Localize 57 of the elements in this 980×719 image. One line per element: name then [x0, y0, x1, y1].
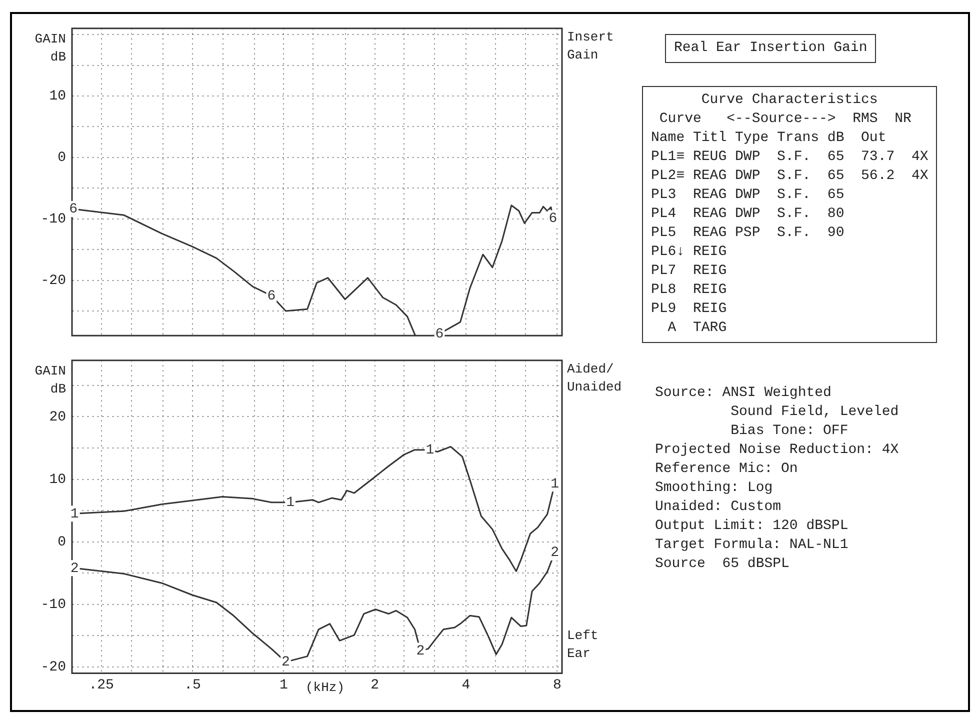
text: Sound Field, Leveled: [730, 403, 899, 422]
y-tick-label: 0: [58, 534, 66, 551]
text: 6: [267, 288, 276, 304]
y-tick-label: -10: [40, 212, 66, 228]
text: PL3 REAG DWP S.F. 65: [651, 186, 846, 205]
y-tick-label: 10: [49, 88, 66, 105]
text: Smoothing: Log: [655, 479, 774, 498]
text: 1: [426, 442, 434, 459]
text: Unaided: Custom: [655, 498, 782, 517]
text: Curve Characteristics: [700, 91, 879, 110]
text: 2: [550, 545, 560, 562]
text: Target Formula: NAL-NL1: [655, 536, 850, 555]
text: PL2≡ REAG DWP S.F. 65 56.2 4X: [651, 167, 928, 186]
text: 1: [70, 506, 79, 522]
text: 2: [282, 654, 290, 671]
y-tick-label: -20: [40, 660, 66, 676]
text: Name Titl Type Trans dB Out: [651, 129, 888, 148]
series-label: 6: [69, 202, 78, 218]
text: 2: [416, 643, 425, 660]
text: PL8 REIG: [651, 281, 728, 300]
x-axis-title: (kHz): [305, 680, 345, 696]
text: A TARG: [666, 319, 728, 338]
series-label: 2: [70, 560, 79, 577]
text: Projected Noise Reduction: 4X: [655, 441, 899, 460]
x-tick-label: 2: [370, 677, 380, 694]
y-axis-title: GAIN dB: [34, 31, 66, 64]
x-tick-label: 4: [462, 677, 470, 694]
text: PL4 REAG DWP S.F. 80: [651, 205, 846, 224]
text: 1: [286, 495, 295, 512]
text: Curve <--Source---> RMS NR: [658, 110, 912, 129]
y-axis-title: GAIN dB: [34, 363, 66, 396]
source-note: Source: ANSI Weighted: [655, 384, 832, 403]
x-tick-label: 1: [279, 677, 288, 694]
y-tick-label: 20: [49, 409, 66, 426]
text: PL5 REAG PSP S.F. 90: [651, 224, 846, 243]
text: Reference Mic: On: [655, 460, 799, 479]
text: PL6↓ REIG: [651, 243, 728, 262]
text: Aided/ Unaided: [567, 361, 622, 394]
text: 6: [548, 210, 558, 227]
text: Insert Gain: [567, 29, 614, 62]
text: Real Ear Insertion Gain: [674, 39, 868, 58]
x-tick-label: .5: [184, 677, 201, 694]
text: PL1≡ REUG DWP S.F. 65 73.7 4X: [651, 148, 928, 167]
text: Bias Tone: OFF: [730, 422, 850, 441]
x-tick-label: .25: [88, 677, 114, 694]
text: PL7 REIG: [651, 262, 728, 281]
text: Output Limit: 120 dBSPL: [655, 517, 850, 536]
source-note: Source 65 dBSPL: [655, 555, 790, 574]
text: 6: [435, 326, 444, 342]
y-tick-label: -20: [40, 273, 66, 290]
text: PL9 REIG: [651, 300, 728, 319]
y-tick-label: -10: [40, 597, 66, 614]
series-label: 1: [550, 476, 560, 492]
y-tick-label: 0: [58, 150, 66, 166]
x-tick-label: 8: [552, 677, 562, 694]
y-tick-label: 10: [49, 472, 66, 488]
text: Left Ear: [567, 628, 598, 662]
